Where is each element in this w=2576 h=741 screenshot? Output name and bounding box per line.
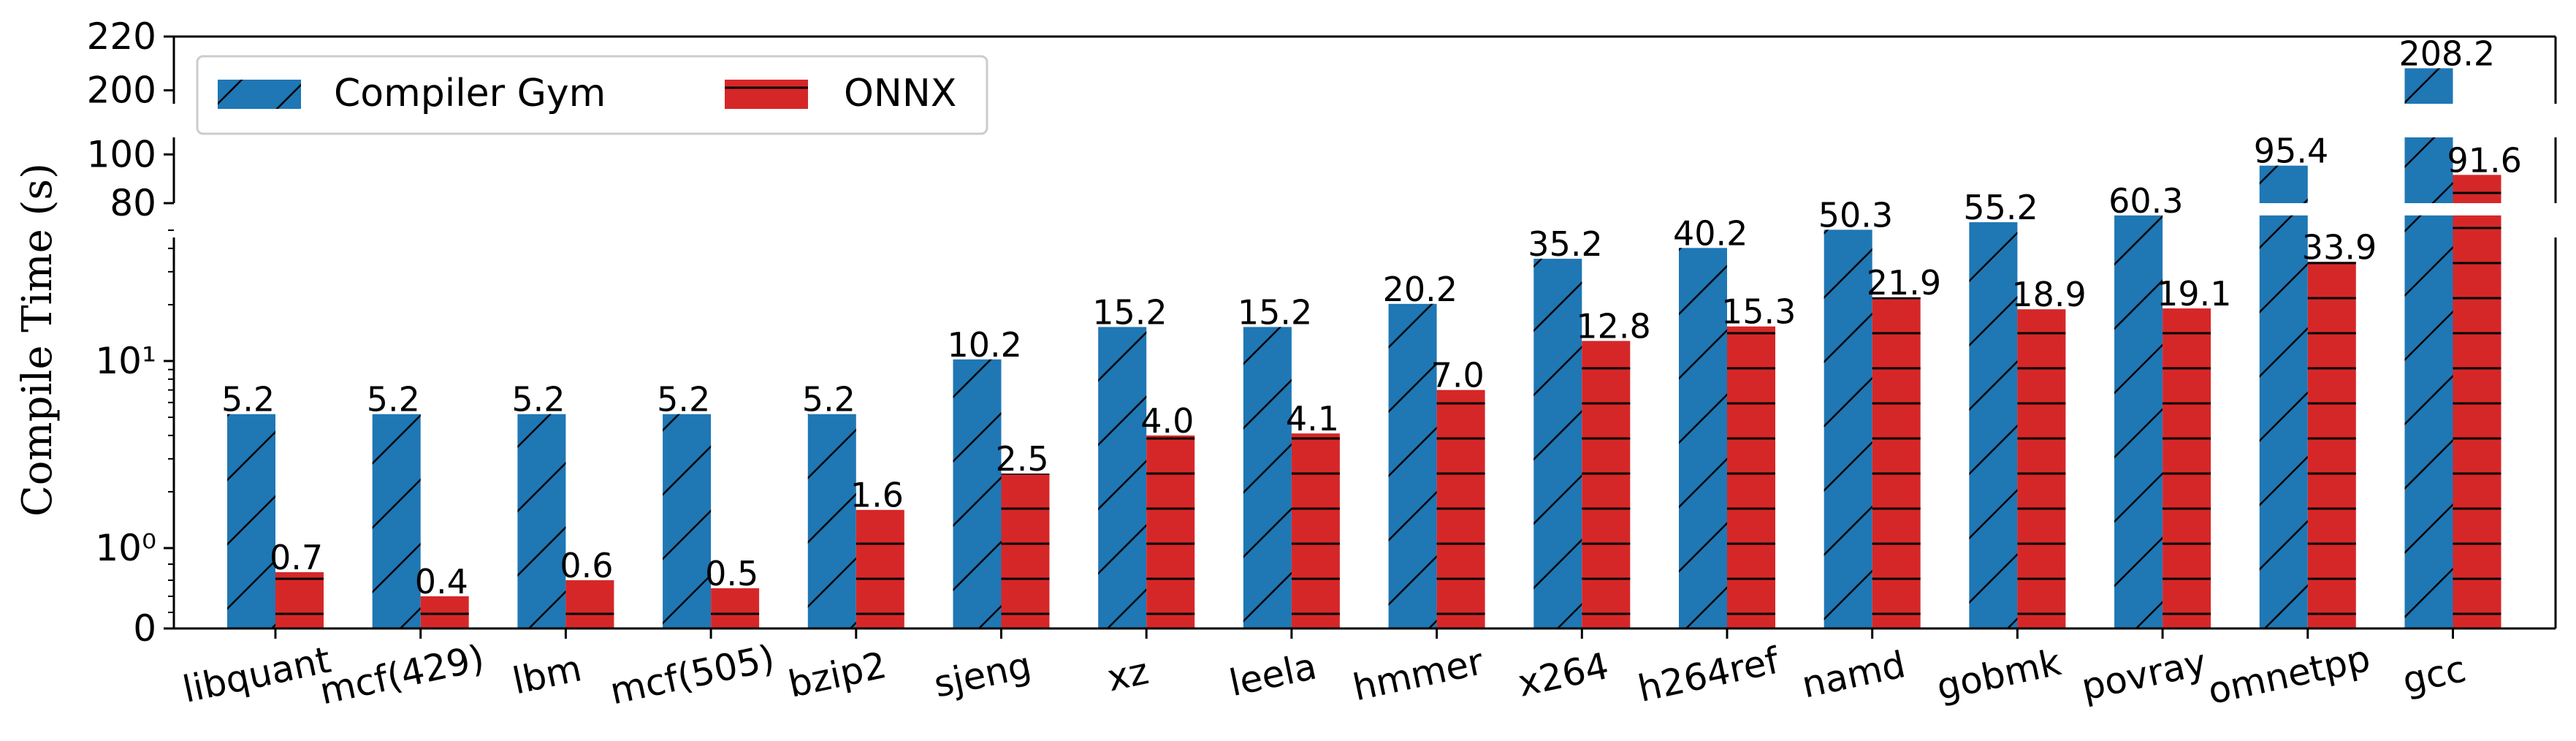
- data-label-onnx-hmmer: 7.0: [1431, 356, 1485, 395]
- data-label-compiler-gym-x264: 35.2: [1528, 224, 1602, 264]
- data-label-onnx-povray: 19.1: [2157, 274, 2231, 314]
- legend-label-onnx: ONNX: [844, 72, 956, 115]
- x-tick-label-xz: xz: [1103, 650, 1152, 699]
- x-tick-label-namd: namd: [1798, 643, 1909, 706]
- x-tick-label-x264: x264: [1514, 645, 1612, 705]
- x-tick-label-lbm: lbm: [509, 647, 585, 702]
- legend-label-compiler-gym: Compiler Gym: [334, 72, 606, 115]
- x-tick-label-mcf-429: mcf(429): [316, 636, 488, 712]
- data-label-onnx-lbm: 0.6: [560, 546, 613, 585]
- y-tick-label-middle-80: 80: [110, 182, 156, 224]
- data-label-compiler-gym-gcc: 208.2: [2399, 34, 2496, 73]
- data-label-compiler-gym-namd: 50.3: [1818, 195, 1893, 235]
- data-label-compiler-gym-povray: 60.3: [2108, 181, 2183, 221]
- data-label-compiler-gym-mcf-429: 5.2: [367, 380, 420, 419]
- legend-frame: [196, 55, 988, 135]
- data-label-onnx-gobmk: 18.9: [2011, 275, 2086, 314]
- x-tick-label-sjeng: sjeng: [930, 644, 1034, 706]
- data-label-compiler-gym-bzip2: 5.2: [802, 380, 856, 419]
- data-label-onnx-mcf-429: 0.4: [415, 562, 468, 601]
- data-label-compiler-gym-hmmer: 20.2: [1383, 270, 1457, 309]
- data-label-compiler-gym-h264ref: 40.2: [1673, 213, 1748, 253]
- x-tick-label-leela: leela: [1226, 645, 1320, 705]
- data-label-compiler-gym-xz: 15.2: [1092, 292, 1167, 332]
- data-label-onnx-h264ref: 15.3: [1721, 292, 1796, 332]
- data-label-compiler-gym-gobmk: 55.2: [1963, 188, 2038, 227]
- data-label-compiler-gym-sjeng: 10.2: [948, 325, 1022, 365]
- y-tick-label-bottom-0: 0: [133, 607, 156, 650]
- data-label-compiler-gym-leela: 15.2: [1238, 292, 1312, 332]
- data-label-compiler-gym-omnetpp: 95.4: [2254, 132, 2328, 171]
- x-tick-label-hmmer: hmmer: [1349, 640, 1487, 709]
- data-label-compiler-gym-lbm: 5.2: [511, 380, 565, 419]
- x-tick-label-mcf-505: mcf(505): [606, 636, 778, 712]
- data-label-onnx-x264: 12.8: [1576, 307, 1650, 346]
- x-tick-label-gobmk: gobmk: [1933, 641, 2065, 708]
- data-label-onnx-omnetpp: 33.9: [2302, 227, 2377, 267]
- y-tick-label-bottom-10: 10¹: [95, 340, 156, 382]
- legend: Compiler Gym ONNX: [196, 55, 988, 135]
- data-label-compiler-gym-mcf-505: 5.2: [657, 380, 710, 419]
- y-tick-label-top-200: 200: [87, 69, 156, 112]
- x-tick-label-libquant: libquant: [179, 639, 334, 711]
- x-tick-label-povray: povray: [2078, 641, 2210, 709]
- x-tick-label-h264ref: h264ref: [1634, 639, 1783, 710]
- x-tick-label-bzip2: bzip2: [785, 644, 891, 706]
- data-label-onnx-gcc: 91.6: [2447, 140, 2522, 180]
- y-axis-label: Compile Time (s): [14, 163, 61, 517]
- data-label-onnx-leela: 4.1: [1286, 399, 1339, 438]
- y-tick-label-top-220: 220: [87, 15, 156, 58]
- x-tick-label-omnetpp: omnetpp: [2204, 637, 2374, 712]
- data-label-onnx-bzip2: 1.6: [850, 476, 904, 515]
- y-tick-label-bottom-10: 10⁰: [95, 527, 156, 569]
- y-tick-label-middle-100: 100: [87, 133, 156, 175]
- data-label-compiler-gym-libquant: 5.2: [221, 380, 275, 419]
- data-label-onnx-xz: 4.0: [1140, 401, 1194, 441]
- data-label-onnx-mcf-505: 0.5: [705, 554, 758, 593]
- data-label-onnx-namd: 21.9: [1867, 263, 1941, 303]
- x-tick-label-gcc: gcc: [2399, 647, 2470, 702]
- data-label-onnx-sjeng: 2.5: [996, 439, 1049, 479]
- data-label-onnx-libquant: 0.7: [270, 538, 323, 577]
